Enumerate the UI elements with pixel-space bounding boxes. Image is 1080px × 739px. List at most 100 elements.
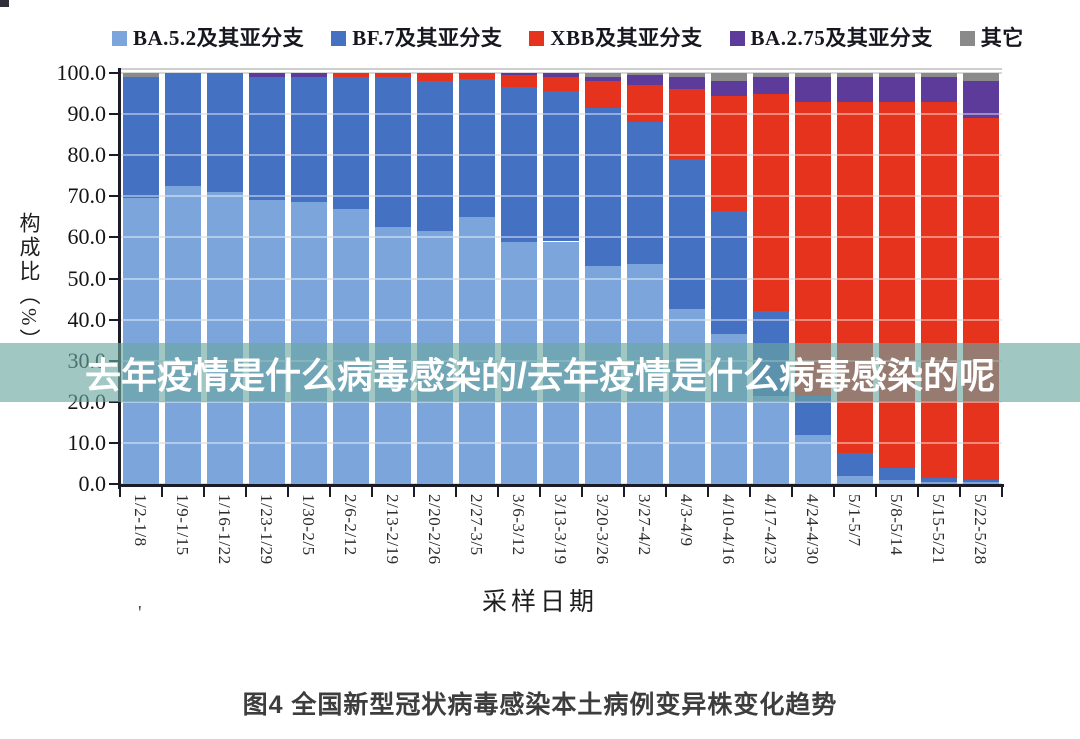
bar-segment-3/6-3/12-BF.7及其亚分支 [501,87,537,242]
bar-segment-3/27-4/2-BA.2.75及其亚分支 [627,75,663,86]
bar-segment-5/15-5/21-BF.7及其亚分支 [921,477,957,482]
bar-segment-4/3-4/9-XBB及其亚分支 [669,89,705,160]
legend-item-2: XBB及其亚分支 [529,22,702,52]
x-tick [161,487,163,497]
gridline-overlay [121,236,1002,239]
bar-segment-2/13-2/19-BF.7及其亚分支 [375,77,411,228]
bar-segment-4/24-4/30-BA.2.75及其亚分支 [795,77,831,102]
bar-segment-4/17-4/23-其它 [753,73,789,78]
x-tick-label: 4/3-4/9 [677,494,696,547]
legend-label: BA.2.75及其亚分支 [750,26,933,50]
x-tick [329,487,331,497]
bar-segment-5/8-5/14-BF.7及其亚分支 [879,467,915,480]
legend-label: BA.5.2及其亚分支 [133,26,305,50]
watermark-text: 去年疫情是什么病毒感染的/去年疫情是什么病毒感染的呢 [84,354,995,396]
legend-label: XBB及其亚分支 [550,26,703,50]
x-tick [749,487,751,497]
bar-segment-4/17-4/23-BA.2.75及其亚分支 [753,77,789,94]
bar-segment-2/6-2/12-XBB及其亚分支 [333,73,369,78]
y-tick [109,154,118,157]
bar-segment-3/27-4/2-BF.7及其亚分支 [627,122,663,265]
x-tick [287,487,289,497]
bar-segment-3/20-3/26-BF.7及其亚分支 [585,107,621,267]
chart-legend: BA.5.2及其亚分支 BF.7及其亚分支 XBB及其亚分支 BA.2.75及其亚分支… [112,22,1024,52]
bar-segment-4/17-4/23-BA.5.2及其亚分支 [753,395,789,484]
bar-segment-1/9-1/15-BF.7及其亚分支 [165,73,201,187]
chart-caption: 图4 全国新型冠状病毒感染本土病例变异株变化趋势 [242,691,838,719]
x-tick-label: 4/24-4/30 [803,494,822,565]
bar-segment-3/6-3/12-XBB及其亚分支 [501,75,537,88]
legend-label: 其它 [980,26,1024,50]
bar-segment-3/27-4/2-其它 [627,73,663,76]
x-tick-label: 2/13-2/19 [383,494,402,565]
bar-segment-3/27-4/2-XBB及其亚分支 [627,85,663,123]
x-tick [833,487,835,497]
bar-segment-2/13-2/19-XBB及其亚分支 [375,73,411,78]
x-tick-label: 1/9-1/15 [173,494,192,556]
bar-segment-1/23-1/29-BA.5.2及其亚分支 [249,200,285,484]
plot-top-border [121,68,1002,70]
bar-segment-5/1-5/7-BA.5.2及其亚分支 [837,475,873,484]
bar-segment-5/22-5/28-BF.7及其亚分支 [963,479,999,482]
x-tick [1001,487,1003,497]
y-tick-label: 0.0 [78,471,107,496]
bar-segment-4/24-4/30-BA.5.2及其亚分支 [795,434,831,484]
y-tick [109,277,118,280]
bar-segment-1/2-1/8-其它 [123,73,159,78]
y-tick [109,483,118,485]
bar-segment-1/16-1/22-BA.5.2及其亚分支 [207,192,243,484]
x-tick [245,487,247,497]
x-tick-label: 3/27-4/2 [635,494,654,556]
x-tick-label: 5/22-5/28 [971,494,990,565]
bar-segment-3/20-3/26-其它 [585,73,621,78]
legend-swatch-icon [529,30,545,46]
legend-swatch-icon [959,30,975,46]
legend-swatch-icon [729,30,745,46]
x-tick-label: 2/6-2/12 [341,494,360,556]
x-tick [119,487,121,497]
x-tick-label: 5/8-5/14 [887,494,906,556]
bar-segment-2/27-3/5-XBB及其亚分支 [459,73,495,80]
x-tick [875,487,877,497]
x-tick-label: 3/13-3/19 [551,494,570,565]
bar-segment-2/6-2/12-BF.7及其亚分支 [333,77,369,209]
bar-segment-1/30-2/5-BF.7及其亚分支 [291,77,327,203]
bar-segment-3/6-3/12-BA.2.75及其亚分支 [501,73,537,76]
x-tick [455,487,457,497]
bar-segment-4/10-4/16-XBB及其亚分支 [711,95,747,211]
bar-segment-5/8-5/14-BA.5.2及其亚分支 [879,479,915,484]
bar-segment-5/8-5/14-其它 [879,73,915,78]
x-tick [665,487,667,497]
gridline-overlay [121,195,1002,198]
y-tick-label: 80.0 [67,142,107,168]
y-tick [109,195,118,198]
x-tick-label: 4/17-4/23 [761,494,780,565]
bar-segment-1/16-1/22-BF.7及其亚分支 [207,73,243,193]
x-tick-label: 3/6-3/12 [509,494,528,556]
x-tick-label: 1/2-1/8 [131,494,150,547]
y-tick [109,441,118,444]
x-tick [707,487,709,497]
gridline-overlay [121,318,1002,321]
bar-segment-5/1-5/7-BA.2.75及其亚分支 [837,77,873,102]
legend-swatch-icon [112,30,127,46]
bar-segment-5/8-5/14-BA.2.75及其亚分支 [879,77,915,102]
bar-segment-4/17-4/23-XBB及其亚分支 [753,93,789,312]
corner-artifact [0,0,9,7]
bar-segment-1/2-1/8-BF.7及其亚分支 [123,77,159,199]
y-tick [109,236,118,239]
x-tick [959,487,961,497]
y-tick-label: 10.0 [67,429,107,455]
y-axis-title: 构成比（%） [17,212,41,353]
legend-swatch-icon [331,30,347,46]
y-tick-label: 40.0 [67,306,107,332]
bar-segment-1/30-2/5-BA.2.75及其亚分支 [291,73,327,78]
x-tick-label: 5/1-5/7 [845,494,864,547]
bar-segment-5/1-5/7-BF.7及其亚分支 [837,453,873,476]
x-tick-label: 5/15-5/21 [929,494,948,565]
bar-segment-3/20-3/26-BA.2.75及其亚分支 [585,77,621,82]
bar-segment-4/3-4/9-BA.2.75及其亚分支 [669,77,705,90]
x-tick [203,487,205,497]
watermark-band: 去年疫情是什么病毒感染的/去年疫情是什么病毒感染的呢 [0,343,1080,402]
